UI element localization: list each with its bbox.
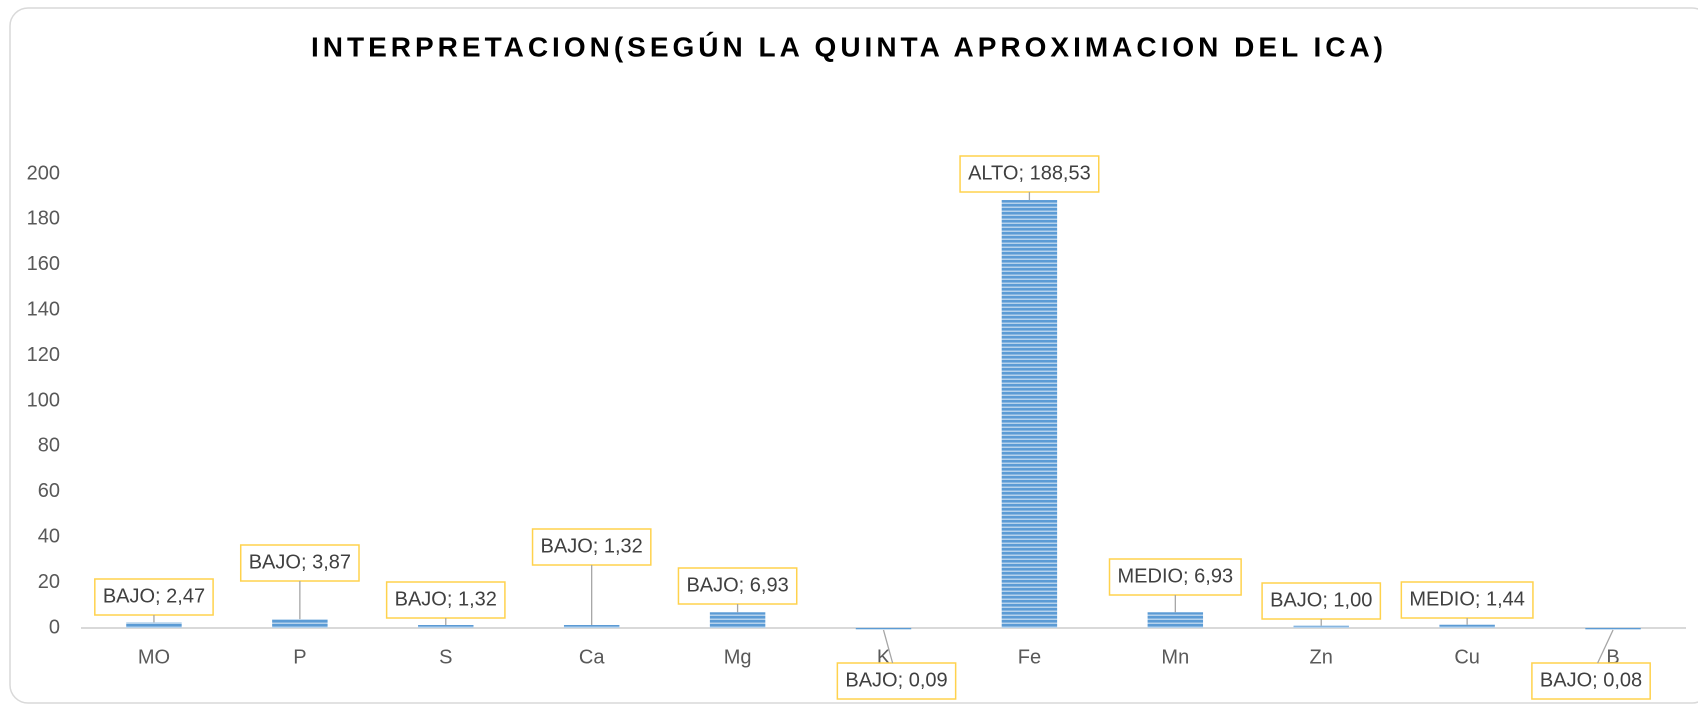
y-tick-label: 40 [38,525,60,547]
x-tick-label: Ca [579,646,605,668]
bar [418,625,474,628]
y-tick-label: 140 [27,298,60,320]
data-label: MEDIO; 6,93 [1118,565,1234,587]
x-tick-label: P [293,646,306,668]
data-label: BAJO; 0,08 [1540,669,1642,691]
x-tick-label: S [439,646,452,668]
data-label-box [959,155,1100,193]
data-label-box [1108,558,1242,596]
chart-border [9,7,1698,704]
data-label: BAJO; 1,32 [395,588,497,610]
bar [855,627,912,630]
data-label: ALTO; 188,53 [968,162,1091,184]
x-tick-label: Zn [1310,646,1333,668]
data-label: BAJO; 0,09 [845,669,947,691]
data-label-box [1400,581,1534,619]
y-tick-label: 20 [38,571,60,593]
leader-line [1597,629,1614,664]
bar [1439,624,1495,628]
y-tick-label: 0 [49,616,60,638]
x-tick-label: Mn [1161,646,1189,668]
data-label: BAJO; 1,00 [1270,589,1372,611]
bar [272,619,328,628]
bar [1001,200,1058,628]
chart-title: INTERPRETACION(SEGÚN LA QUINTA APROXIMAC… [311,31,1387,62]
y-tick-label: 160 [27,253,60,275]
data-label-box [531,528,652,566]
y-tick-label: 60 [38,480,60,502]
bar [1293,625,1349,628]
data-label: MEDIO; 1,44 [1409,588,1525,610]
data-label: BAJO; 6,93 [686,574,788,596]
y-tick-label: 200 [27,162,60,184]
data-label-box [1261,582,1382,620]
bar [1585,627,1641,630]
data-label: BAJO; 2,47 [103,585,205,607]
bar [126,622,182,628]
x-tick-label: Fe [1018,646,1041,668]
data-label: BAJO; 3,87 [249,551,351,573]
data-label: BAJO; 1,32 [541,535,643,557]
bar [563,625,620,628]
leader-line [882,629,894,664]
y-tick-label: 80 [38,435,60,457]
y-tick-label: 100 [27,389,60,411]
x-tick-label: Mg [724,646,752,668]
bar [1147,612,1204,628]
data-label-box [836,662,957,700]
bar [709,612,766,628]
data-label-box [1531,662,1651,700]
y-tick-label: 180 [27,208,60,230]
data-label-box [677,567,798,605]
y-tick-label: 120 [27,344,60,366]
x-tick-label: MO [138,646,170,668]
x-tick-label: Cu [1454,646,1480,668]
